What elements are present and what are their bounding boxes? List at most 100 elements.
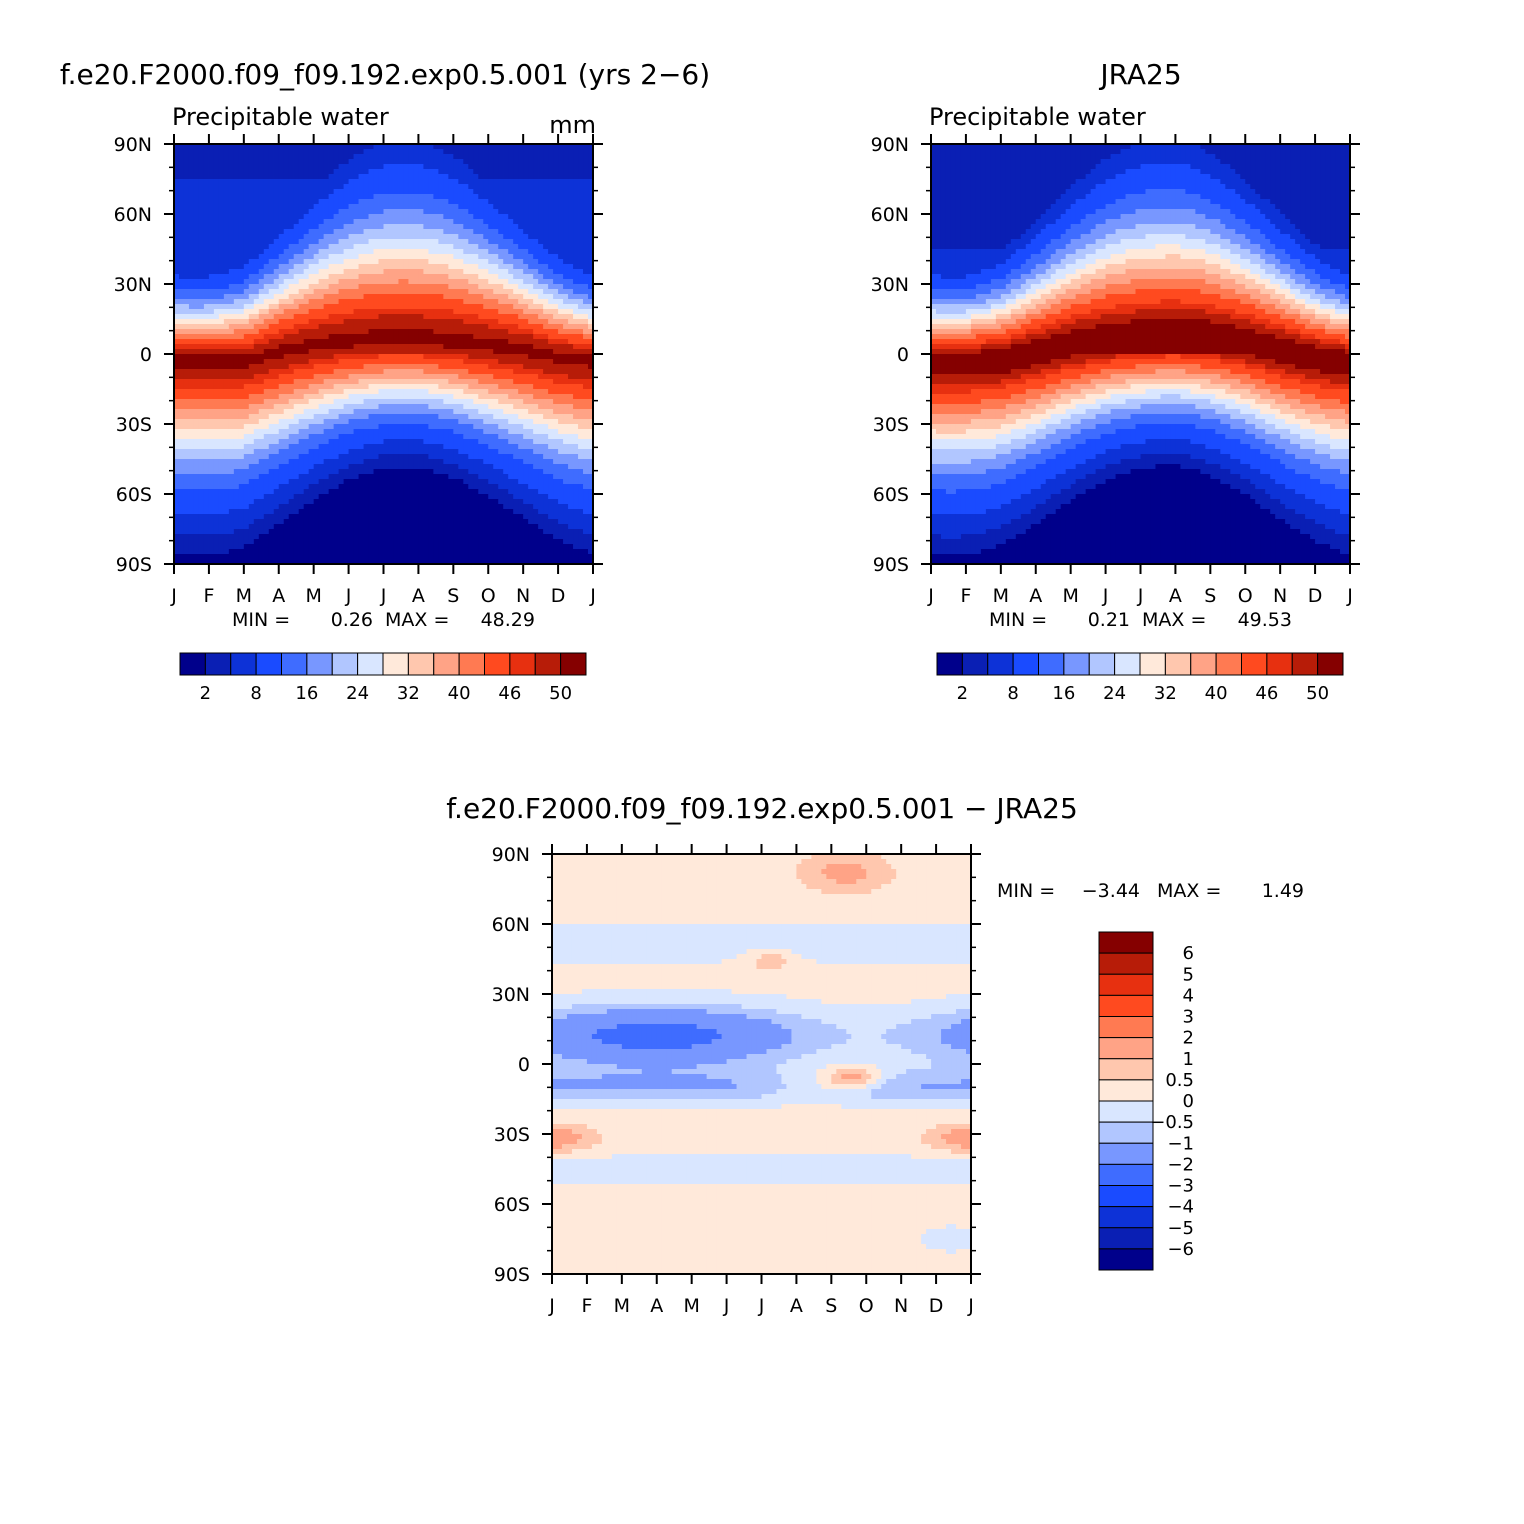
model-field-cell — [198, 334, 205, 340]
model-field-cell — [228, 274, 235, 280]
model-field-cell — [563, 239, 569, 245]
model-field-cell — [323, 354, 330, 360]
model-field-cell — [418, 304, 425, 310]
model-field-cell — [488, 224, 494, 230]
model-field-cell — [283, 429, 290, 435]
model-field-cell — [518, 299, 524, 305]
model-field-cell — [243, 409, 250, 415]
model-field-cell — [373, 159, 380, 165]
model-field-cell — [188, 314, 195, 320]
model-field-cell — [248, 219, 255, 225]
model-field-cell — [293, 234, 300, 240]
model-field-cell — [258, 309, 265, 315]
model-field-cell — [358, 194, 365, 200]
model-field-cell — [338, 329, 345, 335]
model-field-cell — [553, 414, 559, 420]
model-field-cell — [573, 194, 579, 200]
model-field-cell — [268, 384, 275, 390]
model-field-cell — [583, 304, 589, 310]
model-field-cell — [488, 254, 494, 260]
model-field-cell — [503, 259, 509, 265]
model-field-cell — [343, 214, 350, 220]
model-field-cell — [328, 259, 335, 265]
model-field-cell — [413, 164, 420, 170]
model-field-cell — [174, 204, 180, 210]
model-field-cell — [223, 409, 230, 415]
model-field-cell — [413, 209, 420, 215]
model-field-cell — [528, 274, 534, 280]
model-field-cell — [573, 339, 579, 345]
model-field-cell — [338, 179, 345, 185]
model-field-cell — [333, 384, 340, 390]
model-field-cell — [208, 304, 215, 310]
model-field-cell — [563, 224, 569, 230]
model-field-cell — [288, 254, 295, 260]
model-field-cell — [178, 399, 185, 405]
model-field-cell — [278, 154, 285, 160]
model-field-cell — [433, 189, 439, 195]
model-field-cell — [218, 189, 225, 195]
model-field-cell — [383, 424, 390, 430]
model-field-cell — [488, 214, 494, 220]
model-field-cell — [238, 359, 245, 365]
model-field-cell — [503, 374, 509, 380]
model-field-cell — [368, 419, 375, 425]
model-field-cell — [518, 184, 524, 190]
model-field-cell — [208, 199, 215, 205]
model-field-cell — [323, 209, 330, 215]
model-field-cell — [293, 309, 300, 315]
model-field-cell — [323, 249, 330, 255]
model-field-cell — [528, 189, 534, 195]
model-field-cell — [528, 334, 534, 340]
model-field-cell — [513, 399, 519, 405]
model-field-cell — [318, 174, 325, 180]
model-field-cell — [308, 144, 315, 150]
model-field-cell — [233, 284, 240, 290]
model-field-cell — [203, 179, 210, 185]
model-field-cell — [448, 404, 454, 410]
model-field-cell — [263, 174, 270, 180]
model-field-cell — [213, 209, 220, 215]
model-field-cell — [283, 294, 290, 300]
model-field-cell — [388, 279, 395, 285]
model-field-cell — [263, 419, 270, 425]
model-field-cell — [558, 419, 564, 425]
model-field-cell — [488, 434, 494, 440]
model-field-cell — [373, 299, 380, 305]
model-field-cell — [568, 179, 574, 185]
model-field-cell — [543, 404, 549, 410]
model-field-cell — [543, 349, 549, 355]
model-field-cell — [568, 424, 574, 430]
model-field-cell — [193, 209, 200, 215]
model-field-cell — [458, 354, 464, 360]
model-field-cell — [543, 369, 549, 375]
model-field-cell — [588, 144, 594, 150]
model-field-cell — [388, 229, 395, 235]
model-field-cell — [228, 289, 235, 295]
model-field-cell — [313, 349, 320, 355]
model-field-cell — [443, 299, 449, 305]
model-field-cell — [218, 264, 225, 270]
model-field-cell — [183, 249, 190, 255]
model-field-cell — [188, 319, 195, 325]
model-field-cell — [493, 309, 499, 315]
model-field-cell — [403, 289, 410, 295]
model-field-cell — [338, 264, 345, 270]
model-field-cell — [283, 404, 290, 410]
model-field-cell — [508, 324, 514, 330]
model-field-cell — [488, 284, 494, 290]
model-field-cell — [383, 264, 390, 270]
model-field-cell — [323, 174, 330, 180]
model-field-cell — [418, 349, 425, 355]
model-field-cell — [358, 214, 365, 220]
model-field-cell — [303, 199, 310, 205]
model-field-cell — [348, 429, 355, 435]
model-field-cell — [528, 264, 534, 270]
model-field-cell — [538, 429, 544, 435]
model-field-cell — [378, 214, 385, 220]
model-field-cell — [303, 434, 310, 440]
model-field-cell — [288, 404, 295, 410]
model-field-cell — [488, 204, 494, 210]
model-field-cell — [338, 369, 345, 375]
model-field-cell — [268, 429, 275, 435]
